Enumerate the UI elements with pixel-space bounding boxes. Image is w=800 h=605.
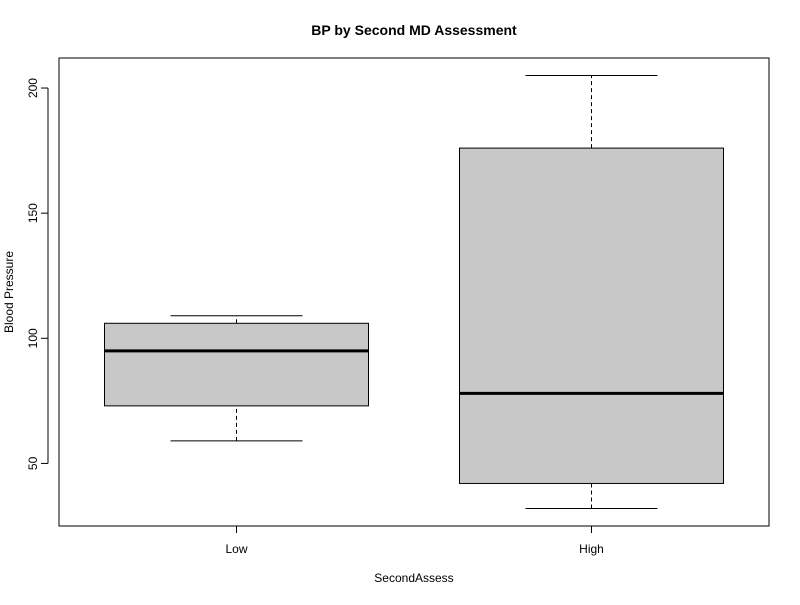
boxes-group (104, 75, 724, 509)
x-tick-label: High (579, 542, 604, 556)
x-tick-label: Low (225, 542, 247, 556)
y-axis-label: Blood Pressure (2, 251, 16, 333)
chart-title: BP by Second MD Assessment (311, 22, 517, 38)
box-low (104, 315, 369, 442)
x-axis: Low High (225, 525, 604, 556)
iqr-box (104, 322, 369, 407)
box-high (459, 75, 724, 509)
x-axis-label: SecondAssess (374, 571, 453, 585)
y-tick-label: 150 (26, 203, 40, 223)
iqr-box (459, 147, 724, 484)
y-tick-label: 100 (26, 328, 40, 348)
y-tick-label: 200 (26, 78, 40, 98)
y-tick-label: 50 (26, 456, 40, 470)
y-axis: 50 100 150 200 (26, 78, 49, 470)
